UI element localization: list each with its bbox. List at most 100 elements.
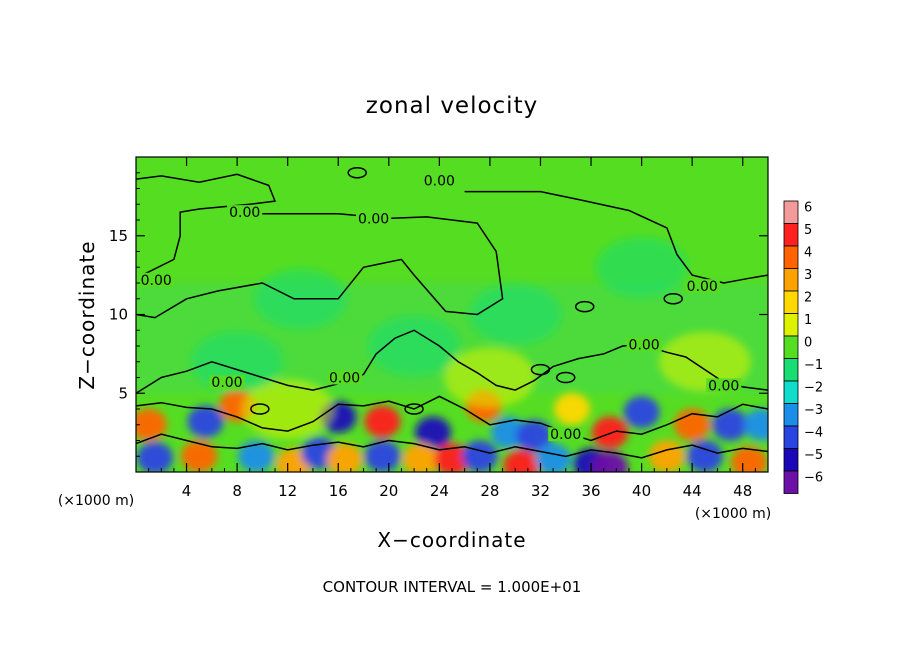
velocity-cell	[181, 440, 218, 472]
velocity-cell	[368, 316, 461, 376]
colorbar-label: −6	[804, 470, 823, 485]
velocity-cell	[415, 416, 452, 449]
contour-label-bg	[138, 272, 174, 287]
velocity-cell	[592, 451, 628, 472]
colorbar-label: 4	[804, 245, 812, 260]
contour-label: 0.00	[229, 205, 260, 221]
x-tick-label: 20	[379, 482, 398, 500]
contour-interval-label: CONTOUR INTERVAL = 1.000E+01	[323, 578, 582, 596]
velocity-cell	[461, 440, 498, 472]
contour-label: 0.00	[687, 279, 718, 295]
velocity-cell	[658, 331, 751, 392]
velocity-cell	[535, 443, 572, 472]
x-tick-label: 36	[581, 482, 600, 500]
contour-loop	[663, 293, 683, 305]
velocity-cell	[554, 393, 591, 425]
contour-label-bg	[626, 337, 662, 352]
contour-line	[136, 173, 277, 276]
colorbar-label: 5	[804, 223, 812, 238]
x-axis: 4 8 12 16 20 24 28 32 36 40 44 48	[148, 157, 756, 500]
x-tick-label: 48	[733, 482, 752, 500]
velocity-cell	[187, 405, 224, 438]
colorbar-swatch	[783, 200, 799, 224]
contour-loop	[404, 403, 424, 415]
contour-label-bg	[227, 205, 263, 220]
colorbar-swatch	[783, 403, 799, 427]
velocity-cell	[516, 419, 553, 452]
contour-line	[136, 395, 768, 442]
contour-label: 0.00	[550, 427, 581, 443]
colorbar-swatch	[783, 313, 799, 337]
colorbar-label: 3	[804, 268, 812, 283]
x-tick-label: 32	[531, 482, 550, 500]
colorbar-swatch	[783, 268, 799, 292]
plot-area: 0.00 0.00 0.00 0.00 0.00 0.00 0.00 0.00 0.00 0.00	[135, 156, 769, 473]
contour-label: 0.00	[329, 371, 360, 387]
y-axis-label: Z−coordinate	[75, 240, 99, 389]
y-axis: 5 10 15	[109, 172, 768, 457]
y-tick-label: 5	[118, 384, 128, 402]
velocity-cell	[364, 440, 401, 472]
velocity-cell	[469, 284, 562, 345]
velocity-cell	[712, 408, 749, 441]
contour-line	[136, 329, 768, 394]
velocity-cell	[686, 440, 723, 472]
colorbar-label: 0	[804, 335, 812, 350]
contour-label: 0.00	[708, 378, 739, 394]
velocity-cell	[592, 416, 628, 449]
contour-label: 0.00	[629, 337, 660, 353]
x-tick-label: 40	[632, 482, 651, 500]
colorbar-label: −4	[804, 425, 823, 440]
contour-label: 0.00	[358, 211, 389, 227]
colorbar-swatch	[783, 425, 799, 449]
velocity-cell	[503, 449, 540, 472]
velocity-cell	[136, 408, 167, 441]
colorbar-swatch	[783, 470, 799, 494]
velocity-cell	[595, 237, 688, 298]
velocity-cell	[326, 443, 363, 472]
y-tick-label: 10	[109, 306, 128, 324]
contour-loop	[250, 403, 270, 415]
x-unit-right: (×1000 m)	[695, 506, 771, 522]
x-tick-label: 28	[480, 482, 499, 500]
colorbar-label: −3	[804, 403, 823, 418]
colorbar-swatch	[783, 245, 799, 269]
velocity-cell	[648, 440, 685, 472]
chart-title: zonal velocity	[366, 93, 538, 119]
colorbar-swatch	[783, 223, 799, 247]
contour-label-bg	[421, 173, 457, 188]
velocity-cell	[364, 405, 401, 438]
contour-loop	[556, 371, 576, 384]
velocity-cell	[241, 379, 334, 439]
contour-loop	[530, 363, 551, 376]
contour-line	[464, 190, 768, 284]
colorbar-label: 1	[804, 313, 812, 328]
contour-label-bg	[706, 378, 742, 393]
x-axis-label: X−coordinate	[377, 528, 526, 552]
colorbar-swatch	[783, 448, 799, 472]
contour-label: 0.00	[424, 174, 455, 190]
colorbar-label: 2	[804, 290, 812, 305]
colorbar-label: −5	[804, 448, 823, 463]
contour-label-bg	[684, 279, 720, 294]
x-unit-left: (×1000 m)	[58, 493, 134, 509]
colorbar-swatch	[783, 335, 799, 359]
colorbar: 6 5 4 3 2 1 0 −1 −2 −3 −4 −5 −6	[783, 200, 823, 494]
contour-loop	[574, 300, 595, 313]
y-tick-label: 15	[109, 227, 128, 245]
velocity-cell	[743, 408, 768, 441]
x-tick-label: 4	[182, 482, 192, 500]
colorbar-swatch	[783, 380, 799, 404]
colorbar-swatch	[783, 290, 799, 314]
velocity-cell	[674, 408, 711, 441]
colorbar-label: 6	[804, 200, 812, 215]
contour-line	[136, 433, 768, 459]
x-tick-label: 16	[329, 482, 348, 500]
velocity-cell	[434, 443, 470, 472]
contour-label: 0.00	[141, 273, 172, 289]
colorbar-label: −1	[804, 358, 823, 373]
x-tick-label: 8	[232, 482, 242, 500]
contour-label-bg	[326, 370, 363, 385]
velocity-cell	[623, 396, 660, 429]
